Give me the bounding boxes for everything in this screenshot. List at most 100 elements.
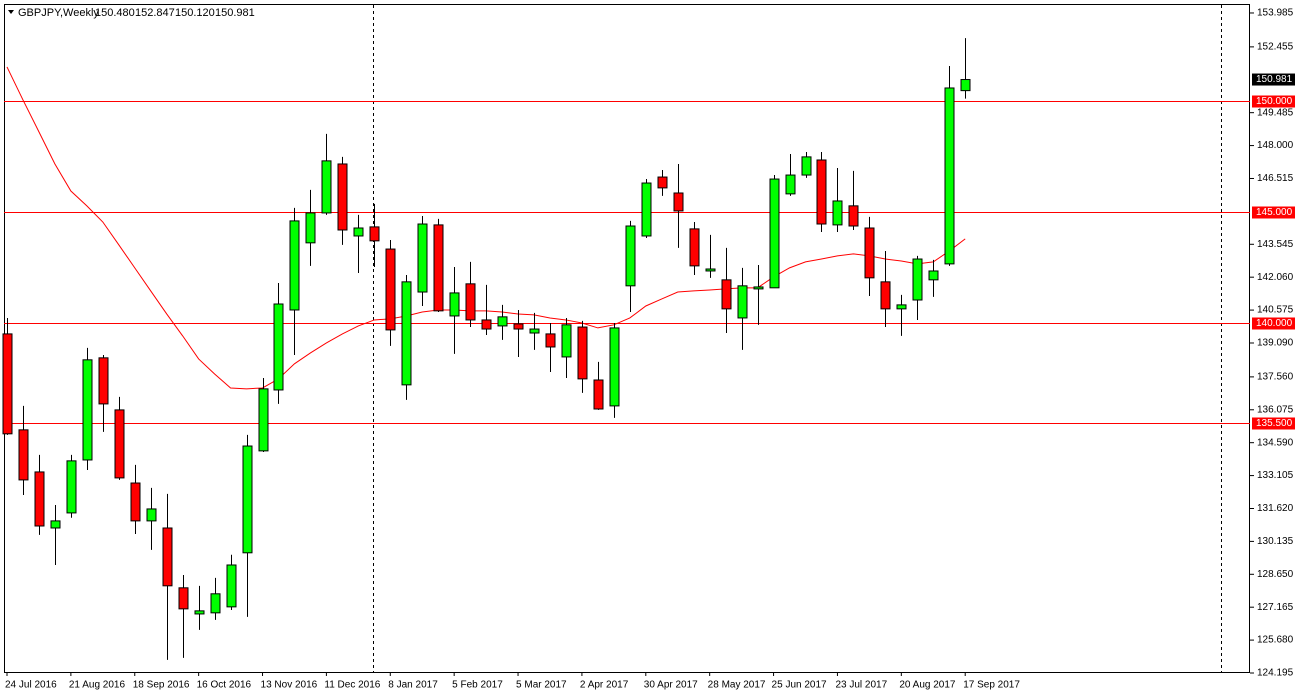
candle-body: [162, 527, 173, 587]
x-tick-label: 24 Jul 2016: [5, 680, 57, 691]
candle-body: [369, 226, 380, 242]
candle-body: [82, 359, 93, 461]
candle-body: [305, 212, 316, 244]
low-label: 150.120: [175, 7, 215, 19]
x-tick-label: 25 Jun 2017: [772, 680, 827, 691]
y-tick-label: 149.485: [1257, 107, 1294, 118]
close-label: 150.981: [215, 7, 255, 19]
candle-body: [353, 227, 364, 237]
candles: [2, 38, 971, 660]
candle-body: [609, 327, 620, 407]
candle-body: [2, 333, 13, 435]
y-tick-label: 146.515: [1257, 173, 1294, 184]
candle-body: [912, 258, 923, 301]
level-label: 140.000: [1256, 318, 1293, 329]
x-tick-label: 21 Aug 2016: [69, 680, 126, 691]
candle-body: [657, 176, 668, 189]
candle-body: [880, 281, 891, 310]
candle-body: [944, 87, 955, 265]
x-tick-label: 8 Jan 2017: [388, 680, 438, 691]
candle-body: [273, 303, 284, 391]
level-tag: [1252, 317, 1295, 330]
candle-body: [625, 225, 636, 287]
high-label: 152.847: [135, 7, 175, 19]
open-label: 150.480: [95, 7, 135, 19]
candle-body: [98, 357, 109, 405]
level-tag: [1252, 206, 1295, 219]
candle-body: [928, 270, 939, 281]
axes: 153.985 152.455 149.485 148.000 146.515 143.5…: [5, 8, 1295, 691]
candle-body: [226, 564, 237, 608]
candle-body: [641, 182, 652, 237]
candle-body: [721, 279, 732, 310]
x-tick-label: 28 May 2017: [708, 680, 766, 691]
candle-body: [593, 379, 604, 410]
x-tick-label: 30 Apr 2017: [644, 680, 698, 691]
level-label: 145.000: [1256, 207, 1293, 218]
candle-body: [194, 610, 205, 615]
y-tick-label: 136.075: [1257, 404, 1294, 415]
x-tick-label: 11 Dec 2016: [324, 680, 380, 691]
candle-body: [417, 223, 428, 293]
candle-body: [577, 326, 588, 380]
candle-body: [385, 248, 396, 331]
x-tick-label: 5 Mar 2017: [516, 680, 567, 691]
candle-body: [50, 520, 61, 529]
candle-body: [561, 324, 572, 358]
chart-title: GBPJPY,Weekly: [18, 7, 99, 19]
y-tick-label: 128.650: [1257, 569, 1294, 580]
candle-body: [960, 79, 971, 92]
candle-body: [242, 445, 253, 554]
candle-body: [801, 156, 812, 176]
y-tick-label: 137.560: [1257, 372, 1294, 383]
candle-body: [146, 508, 157, 522]
x-tick-label: 16 Oct 2016: [197, 680, 252, 691]
candle-body: [896, 304, 907, 310]
x-tick-label: 23 Jul 2017: [835, 680, 887, 691]
candle-body: [673, 192, 684, 212]
candle-body: [258, 388, 269, 452]
candle-body: [178, 587, 189, 610]
price-label: 150.981: [1256, 74, 1293, 85]
candle-body: [545, 333, 556, 348]
y-tick-label: 125.680: [1257, 635, 1294, 646]
candle-body: [689, 228, 700, 267]
candle-body: [753, 286, 764, 290]
candle-body: [449, 292, 460, 317]
level-label: 150.000: [1256, 96, 1293, 107]
candle-body: [832, 200, 843, 226]
candle-body: [529, 328, 540, 334]
x-tick-label: 2 Apr 2017: [580, 680, 629, 691]
candle-body: [705, 268, 716, 272]
y-tick-label: 133.105: [1257, 470, 1294, 481]
candle-body: [864, 227, 875, 279]
x-tick-label: 17 Sep 2017: [963, 680, 1020, 691]
candle-body: [497, 316, 508, 327]
level-label: 135.500: [1256, 418, 1293, 429]
y-tick-label: 124.195: [1257, 668, 1294, 679]
candle-body: [321, 160, 332, 214]
level-tag: [1252, 417, 1295, 430]
candle-body: [769, 178, 780, 289]
x-tick-label: 13 Nov 2016: [261, 680, 318, 691]
candle-body: [481, 319, 492, 330]
candle-body: [737, 285, 748, 319]
x-tick-label: 5 Feb 2017: [452, 680, 503, 691]
candle-body: [114, 409, 125, 479]
candle-body: [337, 163, 348, 231]
y-tick-label: 127.165: [1257, 602, 1294, 613]
candle-body: [433, 224, 444, 312]
levels: [4, 101, 1250, 424]
y-tick-label: 130.135: [1257, 536, 1294, 547]
candle-body: [465, 283, 476, 321]
y-tick-label: 139.090: [1257, 338, 1294, 349]
candle-body: [513, 323, 524, 330]
menu-triangle[interactable]: [8, 10, 14, 14]
candle-body: [66, 460, 77, 514]
y-tick-label: 152.455: [1257, 42, 1294, 53]
candle-body: [34, 471, 45, 527]
y-tick-label: 153.985: [1257, 8, 1294, 19]
